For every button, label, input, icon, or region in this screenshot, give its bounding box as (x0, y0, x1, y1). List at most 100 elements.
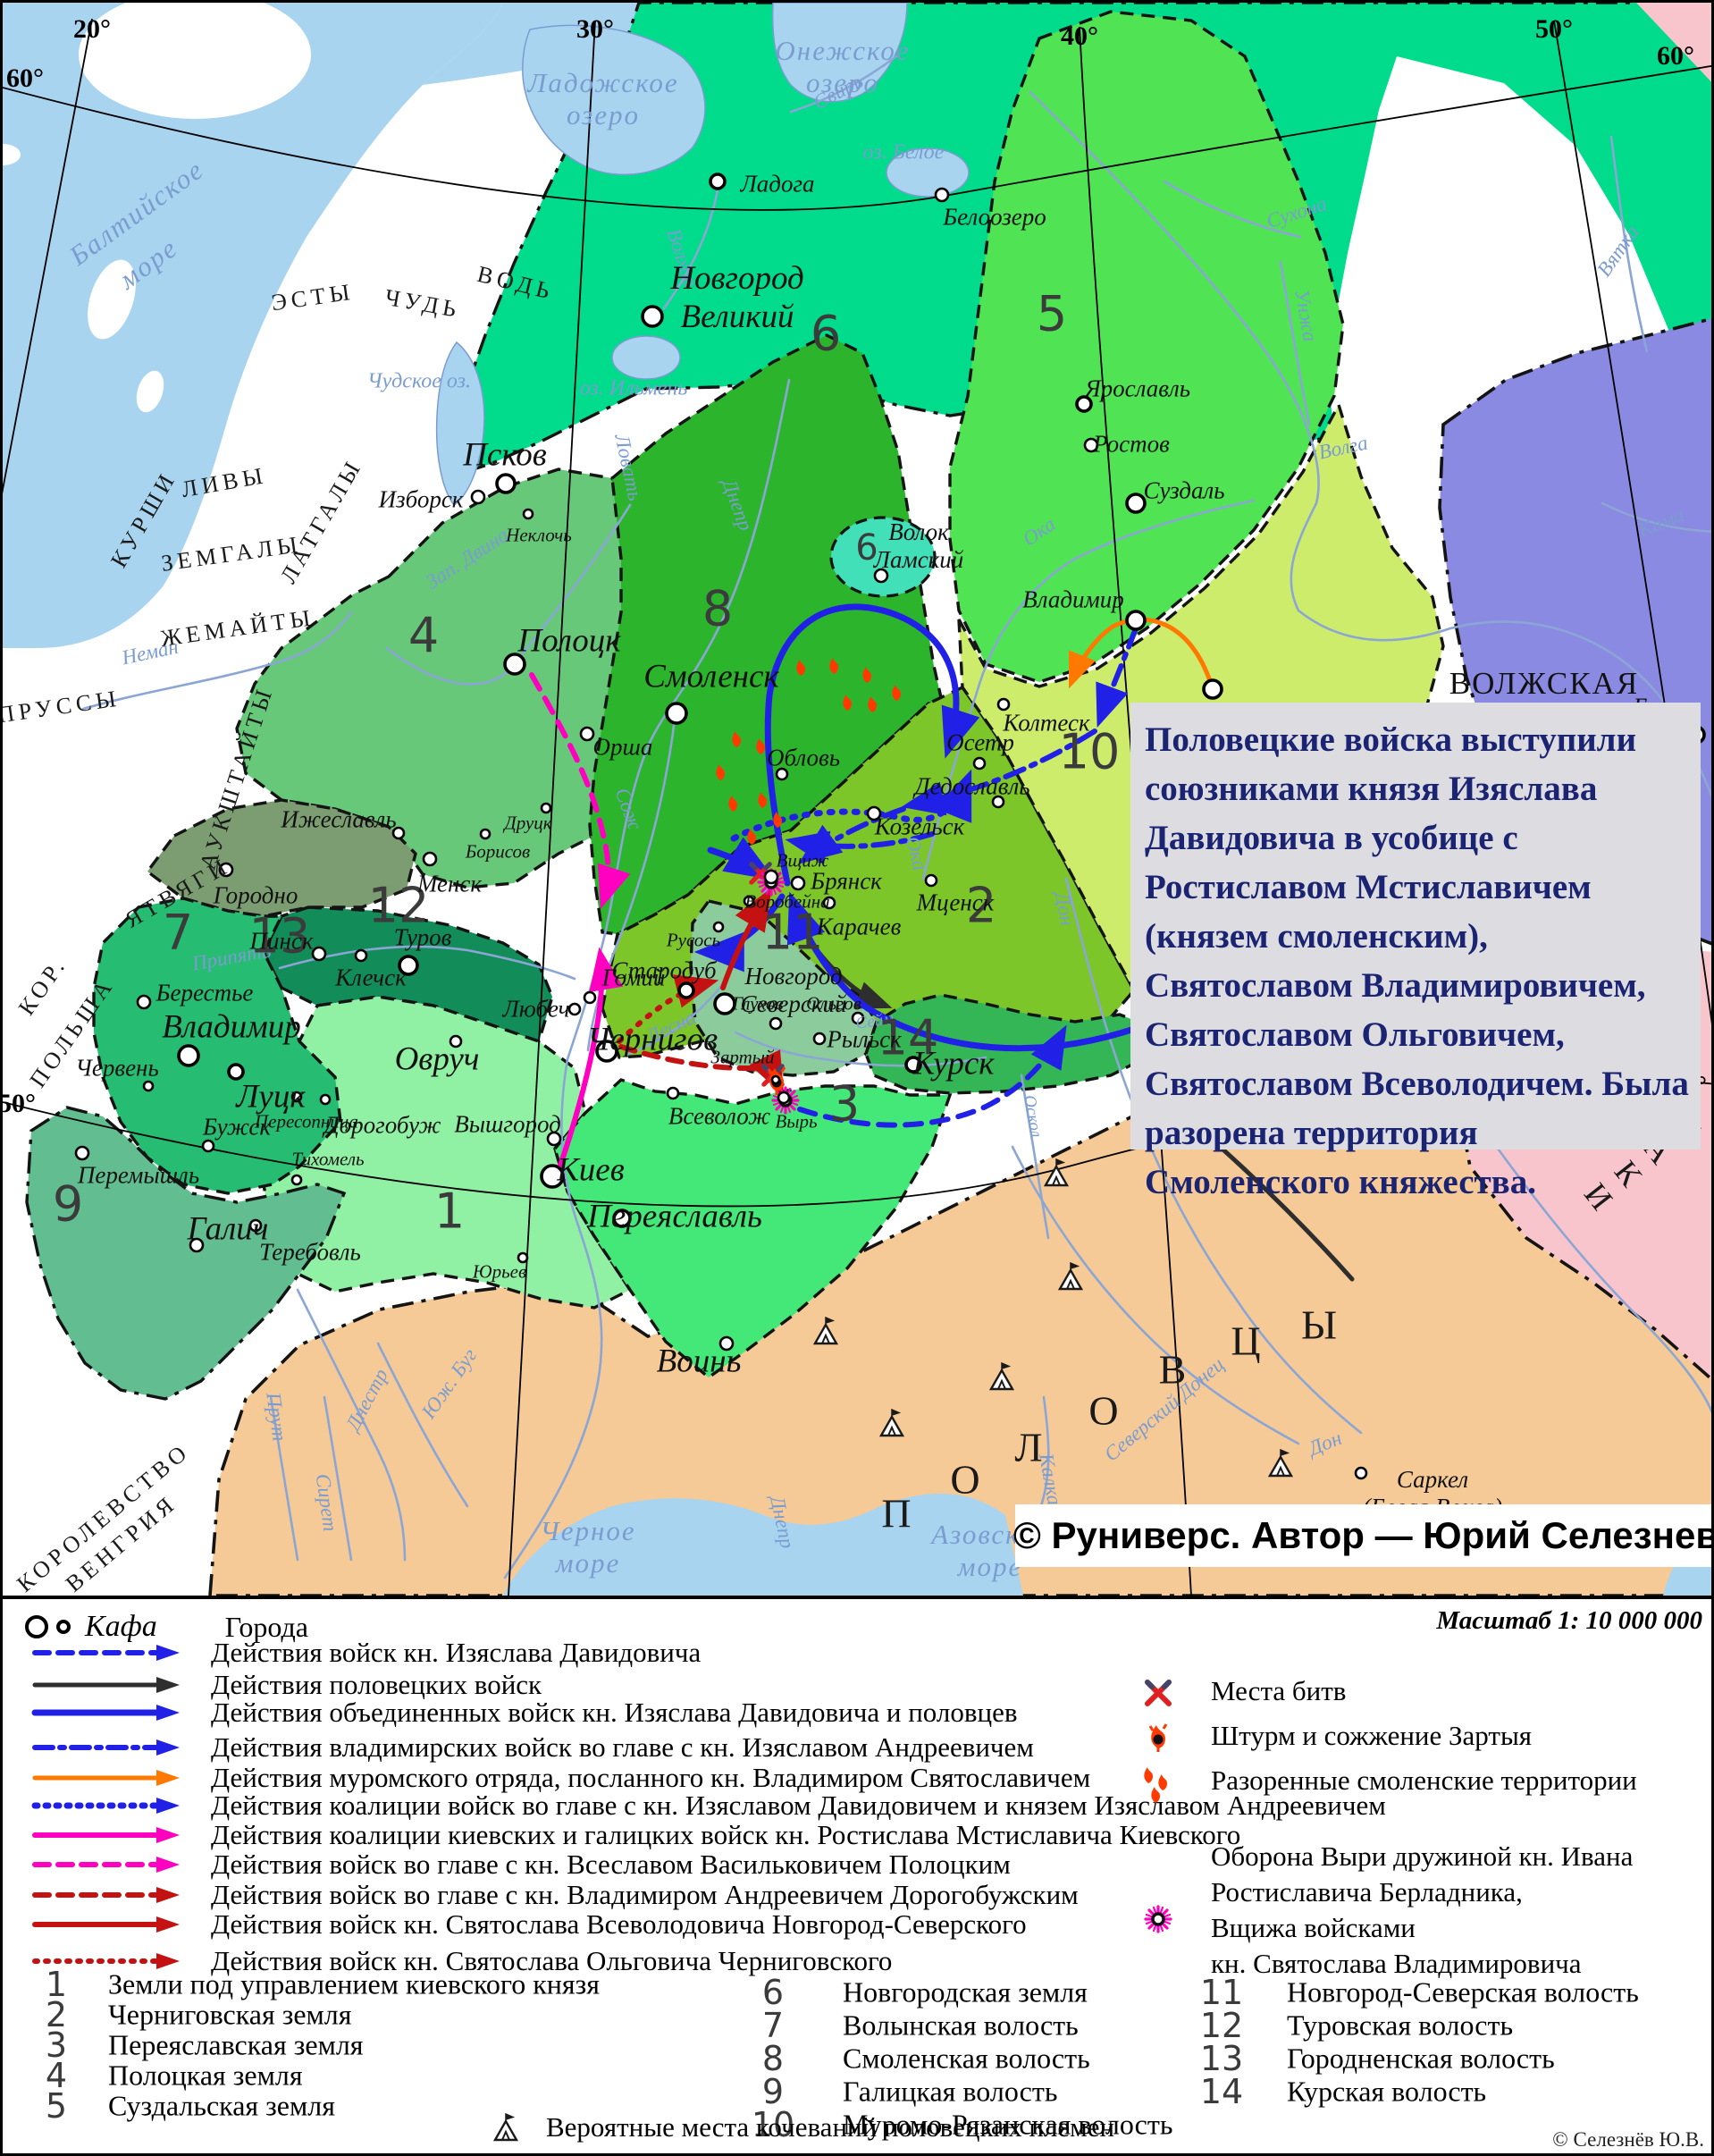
black-azov-sea (503, 1494, 1023, 1596)
city-dot-Чернигов (595, 1040, 618, 1063)
city-dot-Изборск (470, 489, 486, 505)
infobox: Половецкие войска выступили союзниками к… (1130, 703, 1701, 1201)
legend-action-row: Действия объединенных войск кн. Изяслава… (22, 1697, 1017, 1728)
territory-number: 14 (1199, 2072, 1244, 2111)
territory-number: 9 (761, 2072, 785, 2111)
legend-action-label: Действия войск во главе с кн. Всеславом … (211, 1849, 1011, 1880)
map-label: море (113, 232, 184, 296)
map-label: ВОДЬ (475, 260, 558, 306)
map-label: ЗЕМГАЛЫ (159, 531, 304, 577)
legend-action-label: Действия коалиции войск во главе с кн. И… (211, 1790, 1386, 1821)
legend-action-row: Действия войск во главе с кн. Всеславом … (22, 1849, 1011, 1880)
city-symbol-sample: Кафа (85, 1610, 157, 1643)
map-label: Вышгород (454, 1110, 561, 1138)
city-dot-Колтеск (996, 697, 1011, 712)
territory-label: Смоленская волость (843, 2042, 1090, 2075)
lake-ladoga (522, 24, 706, 176)
territory-number: 5 (45, 2086, 68, 2126)
territory-number: 1 (45, 1965, 68, 2004)
legend-action-label: Действия половецких войск (211, 1669, 542, 1700)
legend-tent-row: Вероятные места кочеваний половецких пле… (485, 2107, 1114, 2148)
map-label: Киев (557, 1151, 625, 1189)
map-label: 12 (367, 877, 430, 934)
map-label: 8 (702, 580, 734, 637)
author-note: © Селезнёв Ю.В. (1552, 2128, 1704, 2151)
island (136, 370, 164, 413)
map-label: ПОЛЬША (24, 972, 120, 1092)
map-label: КУРШИ (105, 466, 182, 572)
city-dot-Курск (904, 1056, 922, 1074)
city-dot-Луцк (227, 1063, 245, 1081)
map-label: Галич (187, 1210, 269, 1248)
territory-label: Полоцкая земля (108, 2059, 303, 2092)
city-dot-Гомий (583, 990, 597, 1005)
city-dot-Брянск (790, 875, 806, 891)
city-dot-Пинск (311, 946, 327, 962)
city-dot-Суздаль (1125, 493, 1147, 514)
city-dot-Всеволож (666, 1086, 680, 1100)
legend-action-label: Действия войск во главе с кн. Владимиром… (211, 1879, 1079, 1910)
city-dot-Пересопница (290, 1091, 303, 1103)
city-dot-Дедославль (991, 795, 1005, 809)
arrow-vladimir-dashdot (785, 830, 935, 865)
cities-label: Города (224, 1610, 308, 1643)
map-label: Друцк (504, 812, 552, 834)
territory-number: 7 (761, 2006, 785, 2045)
city-dot-Русось (712, 921, 725, 933)
map-label: Л (1014, 1424, 1043, 1470)
arrow-izyaslav-blue-dash (797, 1024, 1067, 1128)
map-label: 5 (1036, 285, 1068, 342)
map-label: Волхов (662, 225, 702, 290)
map-label: Белоозеро (943, 203, 1046, 231)
map-label: Борисов (465, 840, 531, 863)
territory-label: Городненская волость (1287, 2042, 1555, 2075)
map-label: 3 (828, 1075, 861, 1133)
city-dot-Владимир Волынский (177, 1044, 200, 1067)
tent-label: Вероятные места кочеваний половецких пле… (546, 2111, 1115, 2143)
legend-action-label: Действия войск кн. Изяслава Давидовича (211, 1637, 702, 1668)
city-dot-Белоозеро (934, 187, 950, 203)
map-label: Полоцк (517, 622, 621, 660)
magenta-solid-arrow-icon (32, 1827, 180, 1843)
region-kipchak-corner (1636, 3, 1711, 82)
scale-label: Масштаб 1: 10 000 000 (1436, 1606, 1702, 1635)
map-label: 13 (248, 907, 311, 964)
map-label: ЛАТГАЛЫ (274, 453, 368, 588)
map-label: Свирь (809, 69, 867, 114)
map-area: 20°30°40°50°60°60°50°50°БалтийскоемореЧу… (3, 3, 1711, 1597)
legend-defense-row: Оборона Выри дружиной кн. Ивана Ростисла… (1136, 1839, 1633, 1982)
lake-ilmen (611, 335, 681, 380)
region-volok-enclave-6 (829, 516, 937, 598)
map-label: Клечск (335, 964, 407, 991)
city-dot-Любеч (567, 1002, 582, 1016)
map-label: Владимир (162, 1008, 301, 1046)
map-label: Мценск (916, 889, 995, 916)
map-label: Унжа (1290, 287, 1322, 344)
city-dot-Берестье (136, 994, 152, 1010)
city-dot-Киев (540, 1164, 565, 1189)
map-label: Новгород Великий (670, 260, 804, 335)
map-label: Ока (901, 834, 932, 873)
map-label: Брянск (811, 867, 882, 895)
map-label: Волок Ламский (873, 518, 964, 573)
map-label: Стародуб (611, 956, 717, 984)
legend-action-row: Действия войск кн. Святослава Всеволодов… (22, 1908, 1027, 1940)
map-label: Дон (1305, 1426, 1345, 1461)
map-label: Смоленск (643, 658, 779, 695)
map-label: Вятка (1592, 221, 1643, 281)
city-dot-Мценск (924, 873, 938, 888)
city-dot-Вщиж (763, 869, 779, 885)
map-label: 10 (1058, 723, 1121, 780)
region-volyn-7 (92, 897, 342, 1195)
map-label: Дорогобуж (323, 1111, 441, 1139)
map-label: 11 (761, 904, 824, 961)
city-dot-Ижеславль (391, 826, 406, 840)
city-dot-Друцк (540, 802, 552, 814)
map-label: Дедославль (914, 772, 1030, 800)
defense-icon (1144, 1905, 1172, 1933)
city-symbol-icon (25, 1615, 71, 1638)
map-label: Псков (463, 436, 547, 474)
map-label: Колтеск (1003, 709, 1090, 737)
map-label: 6 (810, 305, 842, 362)
